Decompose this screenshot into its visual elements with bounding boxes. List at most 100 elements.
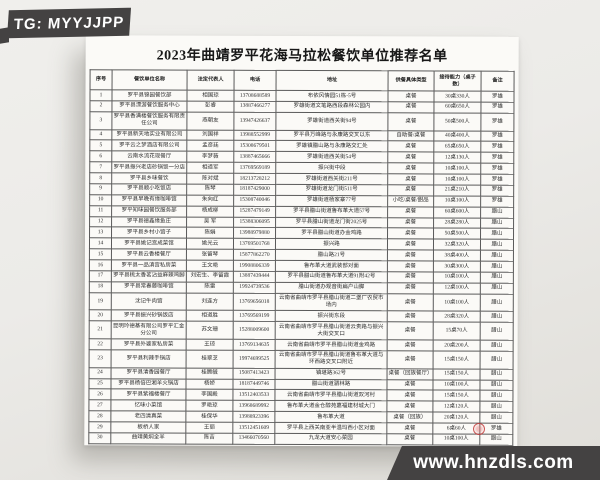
cell-address: 云南省曲靖市罗平县腊山街道鲁布革大道与环西路交叉口附近	[275, 350, 388, 369]
cell-address: 罗雄街道文笔路西段森林公园内	[275, 101, 388, 113]
cell-legal-rep: 朱向红	[186, 194, 234, 206]
cell-phone: 15877862270	[233, 249, 276, 261]
cell-remark: 腊山	[480, 217, 514, 229]
cell-unit-name: 罗平县一品滇宫私房菜	[111, 259, 187, 271]
cell-phone: 13769656018	[233, 292, 276, 311]
cell-phone: 15308740046	[233, 195, 276, 207]
cell-legal-rep: 杨成柳	[186, 205, 234, 217]
cell-remark: 罗雄	[480, 130, 514, 142]
cell-phone: 13769569189	[233, 162, 276, 174]
cell-remark: 腊山	[479, 412, 513, 424]
cell-address: 腊山街道驷林路	[274, 378, 388, 391]
cell-unit-name: 罗平县常春藤咖啡馆	[111, 281, 187, 293]
column-header: 接待能力（桌子数）	[434, 70, 482, 92]
cell-remark: 腊山	[480, 228, 514, 240]
cell-legal-rep: 刘宏生、李留霞	[186, 270, 234, 283]
cell-unit-name: 曲靖黄焖全羊	[110, 432, 186, 444]
cell-address: 振兴街东段	[275, 310, 388, 323]
cell-legal-rep: 王琼	[186, 339, 234, 351]
cell-remark: 腊山	[479, 433, 513, 445]
table-row: 3 罗平县香满楼餐饮服务有限责任公司 燕朝友 13947426637 罗雄街道西…	[89, 111, 514, 131]
cell-capacity: 38桌400人	[433, 250, 481, 262]
cell-capacity: 65桌650人	[433, 141, 481, 153]
table-body: 1 罗平县锦园餐饮部 相国琼 13708688589 布依风情园51栋-5号 桌…	[88, 89, 515, 445]
cell-capacity: 20桌200人	[433, 339, 481, 351]
cell-meal-type: 桌餐	[387, 206, 434, 218]
cell-remark: 罗雄	[480, 195, 514, 207]
cell-unit-name: 罗平知味园餐饮服务部	[111, 205, 187, 217]
table-row: 19 沈记牛肉馆 刘连方 13769656018 云南省曲靖市罗平县腊山街道二堡…	[89, 292, 514, 312]
cell-phone: 13887466277	[233, 101, 276, 113]
cell-address: 罗雄街道西关街211号	[275, 173, 388, 185]
cell-index: 14	[89, 238, 112, 249]
cell-phone: 13769134635	[233, 339, 276, 351]
cell-index: 29	[88, 421, 111, 433]
cell-index: 15	[89, 248, 112, 260]
cell-address: 云南省曲靖市罗平县腊山街道云贵路与振兴大街交叉口	[275, 321, 388, 340]
cell-meal-type: 桌餐	[387, 184, 434, 196]
cell-index: 1	[89, 89, 113, 101]
cell-capacity: 10桌100人	[433, 163, 481, 175]
cell-legal-rep: 陈琴	[186, 183, 234, 196]
cell-phone: 13512451609	[232, 422, 275, 434]
cell-legal-rep: 彭睿	[186, 100, 234, 113]
cell-unit-name: 罗平县姚记宫成菜馆	[111, 238, 187, 250]
cell-meal-type: 桌餐	[387, 260, 434, 272]
cell-address: 罗平县上西关南亚半温玛西小区对面	[274, 422, 387, 434]
cell-meal-type: 桌餐	[387, 293, 434, 312]
cell-remark: 罗雄	[480, 163, 514, 175]
cell-remark: 腊山	[480, 206, 514, 218]
cell-unit-name: 罗平县振兴砂锅饭店	[111, 310, 187, 322]
cell-address: 罗雄镇腊山路与永康路交汇处	[275, 140, 388, 153]
cell-capacity: 28桌320人	[433, 311, 481, 323]
cell-phone: 13988552999	[233, 129, 276, 141]
cell-index: 12	[89, 216, 112, 228]
cell-phone: 18213728212	[233, 173, 276, 185]
cell-index: 26	[88, 389, 111, 401]
cell-phone: 19924739536	[233, 282, 276, 294]
cell-unit-name: 忆味小菜馆	[110, 400, 186, 412]
cell-address: 振兴街中段	[275, 162, 388, 174]
cell-address: 鲁布革大道金仓醇苑嘉福建材城大门	[274, 400, 387, 412]
cell-unit-name: 罗平县乡味餐饮	[111, 172, 187, 184]
cell-legal-rep: 陈雷	[186, 281, 234, 293]
cell-legal-rep: 陈吉	[185, 432, 233, 445]
cell-phone: 13512403533	[232, 389, 275, 401]
cell-address: 云南省曲靖市罗平县腊山街道二堡厂农贸市场内	[275, 293, 388, 312]
cell-remark: 罗雄	[480, 174, 514, 186]
cell-address: 云南省曲靖市罗平县腊山街道双河村	[274, 389, 387, 402]
cell-capacity: 30桌300人	[433, 260, 481, 272]
cell-legal-rep: 相国琼	[186, 90, 235, 102]
cell-index: 6	[89, 151, 112, 162]
cell-index: 16	[89, 259, 112, 271]
cell-address: 布依风情园51栋-5号	[275, 90, 389, 102]
cell-meal-type: 自助餐/桌餐	[387, 130, 434, 142]
cell-capacity: 15桌150人	[432, 390, 480, 402]
watermark-top-left-badge: TG: MYYJJPP	[6, 7, 132, 39]
cell-index: 5	[89, 140, 112, 152]
cell-address: 鲁布革大道武装部对面	[275, 260, 388, 272]
cell-index: 10	[89, 194, 112, 206]
cell-legal-rep: 刘国祥	[186, 129, 234, 141]
cell-legal-rep: 相道军	[186, 162, 234, 174]
column-header: 餐饮单位名称	[112, 69, 188, 91]
cell-unit-name: 板桥人家	[110, 421, 186, 433]
table-row: 23 罗平县利辣手锅店 桂翠芝 19974699525 云南省曲靖市罗平县腊山街…	[89, 349, 514, 369]
cell-legal-rep: 姚光云	[186, 238, 234, 250]
cell-meal-type: 桌餐	[387, 239, 434, 251]
cell-meal-type: 桌餐	[386, 390, 433, 402]
cell-unit-name: 罗平县乡村小馆子	[111, 227, 187, 239]
cell-index: 9	[89, 183, 112, 195]
cell-index: 3	[89, 111, 112, 130]
cell-legal-rep: 陈娟	[186, 227, 234, 239]
table-header-row: 序号 餐饮单位名称 法定代表人 电话 地址 供餐具体类型 接待能力（桌子数） 备注	[90, 69, 515, 92]
cell-phone: 15388306095	[233, 216, 276, 228]
cell-unit-name: 罗平县香满楼餐饮服务有限责任公司	[111, 111, 187, 130]
cell-meal-type: 桌餐（回族餐厅）	[387, 368, 434, 380]
cell-phone: 15308679501	[233, 140, 276, 152]
column-header: 供餐具体类型	[388, 70, 435, 91]
cell-unit-name: 罗平县紫福楼餐厅	[110, 389, 186, 401]
cell-unit-name: 罗平县桃太香茗沾益麻辣鸡脚	[111, 270, 187, 282]
cell-capacity: 10桌100人	[433, 195, 481, 207]
cell-legal-rep: 罗艳琼	[185, 400, 233, 412]
